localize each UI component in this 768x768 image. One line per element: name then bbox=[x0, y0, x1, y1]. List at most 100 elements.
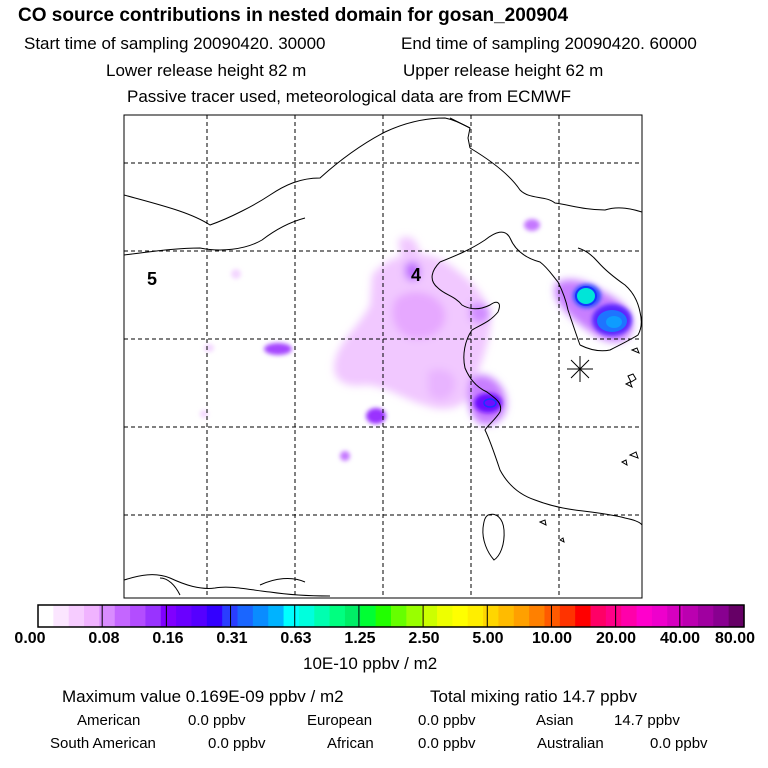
colorbar-swatch bbox=[53, 605, 70, 627]
region-label-4: 4 bbox=[411, 265, 421, 285]
plume-manchuria bbox=[524, 219, 540, 231]
colorbar-swatch bbox=[375, 605, 392, 627]
colorbar-swatch bbox=[498, 605, 515, 627]
colorbar-swatch bbox=[483, 605, 500, 627]
colorbar-swatch bbox=[636, 605, 653, 627]
graticule bbox=[124, 115, 642, 598]
colorbar-swatch bbox=[452, 605, 469, 627]
plume-west-dot-2 bbox=[204, 344, 214, 352]
colorbar-swatch bbox=[298, 605, 315, 627]
colorbar-swatch bbox=[130, 605, 147, 627]
colorbar-tick-label: 0.31 bbox=[216, 630, 248, 647]
colorbar-swatch bbox=[114, 605, 131, 627]
map-area: 5 4 bbox=[124, 115, 642, 598]
plume-hubei bbox=[366, 408, 386, 424]
plume-pyongyang-max bbox=[575, 286, 597, 306]
colorbar-swatch bbox=[406, 605, 423, 627]
south-american-label: South American bbox=[50, 735, 156, 752]
colorbar-swatch bbox=[176, 605, 193, 627]
colorbar-tick-label: 0.08 bbox=[88, 630, 120, 647]
african-value: 0.0 ppbv bbox=[418, 735, 476, 752]
contribution-field bbox=[334, 236, 633, 425]
colorbar-swatch bbox=[391, 605, 407, 627]
plume-west-dot-3 bbox=[200, 410, 208, 418]
colorbar-swatch bbox=[99, 605, 116, 627]
plume-shandong bbox=[470, 303, 491, 324]
colorbar-tick-label: 5.00 bbox=[472, 630, 504, 647]
plume-south-dot bbox=[340, 451, 350, 461]
colorbar-tick-label: 10.00 bbox=[531, 630, 573, 647]
colorbar-swatch bbox=[38, 605, 54, 627]
colorbar-tick-label: 1.25 bbox=[344, 630, 376, 647]
plume-core bbox=[392, 291, 446, 339]
colorbar-tick-label: 80.00 bbox=[714, 630, 756, 647]
colorbar-frame bbox=[37, 604, 745, 628]
colorbar-swatch bbox=[682, 605, 699, 627]
colorbar-tick-label: 2.50 bbox=[408, 630, 440, 647]
colorbar-swatch bbox=[667, 605, 684, 627]
maximum-value-label: Maximum value 0.169E-09 ppbv / m2 bbox=[62, 687, 344, 706]
map-frame bbox=[123, 114, 643, 599]
colorbar-swatch bbox=[344, 605, 361, 627]
colorbar-tick-label: 0.00 bbox=[14, 630, 46, 647]
plume-patch-4 bbox=[405, 261, 421, 281]
colorbar-tick-label: 20.00 bbox=[595, 630, 637, 647]
american-value: 0.0 ppbv bbox=[188, 712, 246, 729]
colorbar-swatch bbox=[513, 605, 530, 627]
colorbar-swatch bbox=[544, 605, 561, 627]
end-time-label: End time of sampling 20090420. 60000 bbox=[401, 34, 697, 53]
map-title: CO source contributions in nested domain… bbox=[18, 5, 569, 26]
colorbar-swatch bbox=[68, 605, 85, 627]
colorbar-unit-label: 10E-10 ppbv / m2 bbox=[303, 654, 438, 673]
meteorology-note: Passive tracer used, meteorological data… bbox=[127, 87, 572, 106]
colorbar-swatch bbox=[237, 605, 254, 627]
african-label: African bbox=[327, 735, 374, 752]
receptor-star-icon bbox=[567, 356, 593, 382]
colorbar-swatch bbox=[590, 605, 607, 627]
plume-shanghai-contour bbox=[483, 398, 497, 408]
upper-release-height-label: Upper release height 62 m bbox=[403, 61, 604, 80]
colorbar-swatch bbox=[84, 605, 100, 627]
region-label-5: 5 bbox=[147, 269, 157, 289]
colorbar-swatch bbox=[145, 605, 162, 627]
colorbar-swatch bbox=[268, 605, 285, 627]
colorbar-swatch bbox=[252, 605, 269, 627]
colorbar-swatch bbox=[437, 605, 453, 627]
asian-value: 14.7 ppbv bbox=[614, 712, 680, 729]
colorbar-swatch bbox=[697, 605, 714, 627]
islands bbox=[538, 347, 640, 543]
total-mixing-ratio-label: Total mixing ratio 14.7 ppbv bbox=[430, 687, 637, 706]
european-value: 0.0 ppbv bbox=[418, 712, 476, 729]
lower-release-height-label: Lower release height 82 m bbox=[106, 61, 307, 80]
plume-seoul-inner bbox=[606, 316, 622, 328]
colorbar-swatch bbox=[191, 605, 208, 627]
colorbar-swatch bbox=[651, 605, 668, 627]
australian-value: 0.0 ppbv bbox=[650, 735, 708, 752]
colorbar-tick-label: 0.63 bbox=[280, 630, 312, 647]
asian-label: Asian bbox=[536, 712, 574, 729]
colorbar-swatch bbox=[559, 605, 576, 627]
colorbar-swatch bbox=[575, 605, 592, 627]
colorbar-tick-label: 40.00 bbox=[659, 630, 701, 647]
australian-label: Australian bbox=[537, 735, 604, 752]
colorbar-swatch bbox=[329, 605, 346, 627]
colorbar-swatch bbox=[728, 605, 745, 627]
colorbar-swatch bbox=[160, 605, 177, 627]
colorbar-swatch bbox=[421, 605, 438, 627]
colorbar-swatch bbox=[529, 605, 546, 627]
colorbar-swatch bbox=[360, 605, 377, 627]
plume-central-small bbox=[264, 343, 292, 355]
american-label: American bbox=[77, 712, 141, 729]
colorbar-swatch bbox=[605, 605, 622, 627]
european-label: European bbox=[307, 712, 373, 729]
colorbar-swatch bbox=[621, 605, 638, 627]
coastlines bbox=[124, 117, 642, 597]
plume-west-dot bbox=[231, 269, 241, 279]
start-time-label: Start time of sampling 20090420. 30000 bbox=[24, 34, 326, 53]
colorbar-swatch bbox=[206, 605, 223, 627]
colorbar-swatch bbox=[713, 605, 730, 627]
plume-anhui bbox=[428, 369, 456, 400]
colorbar-swatch bbox=[314, 605, 331, 627]
colorbar-swatch bbox=[467, 605, 484, 627]
